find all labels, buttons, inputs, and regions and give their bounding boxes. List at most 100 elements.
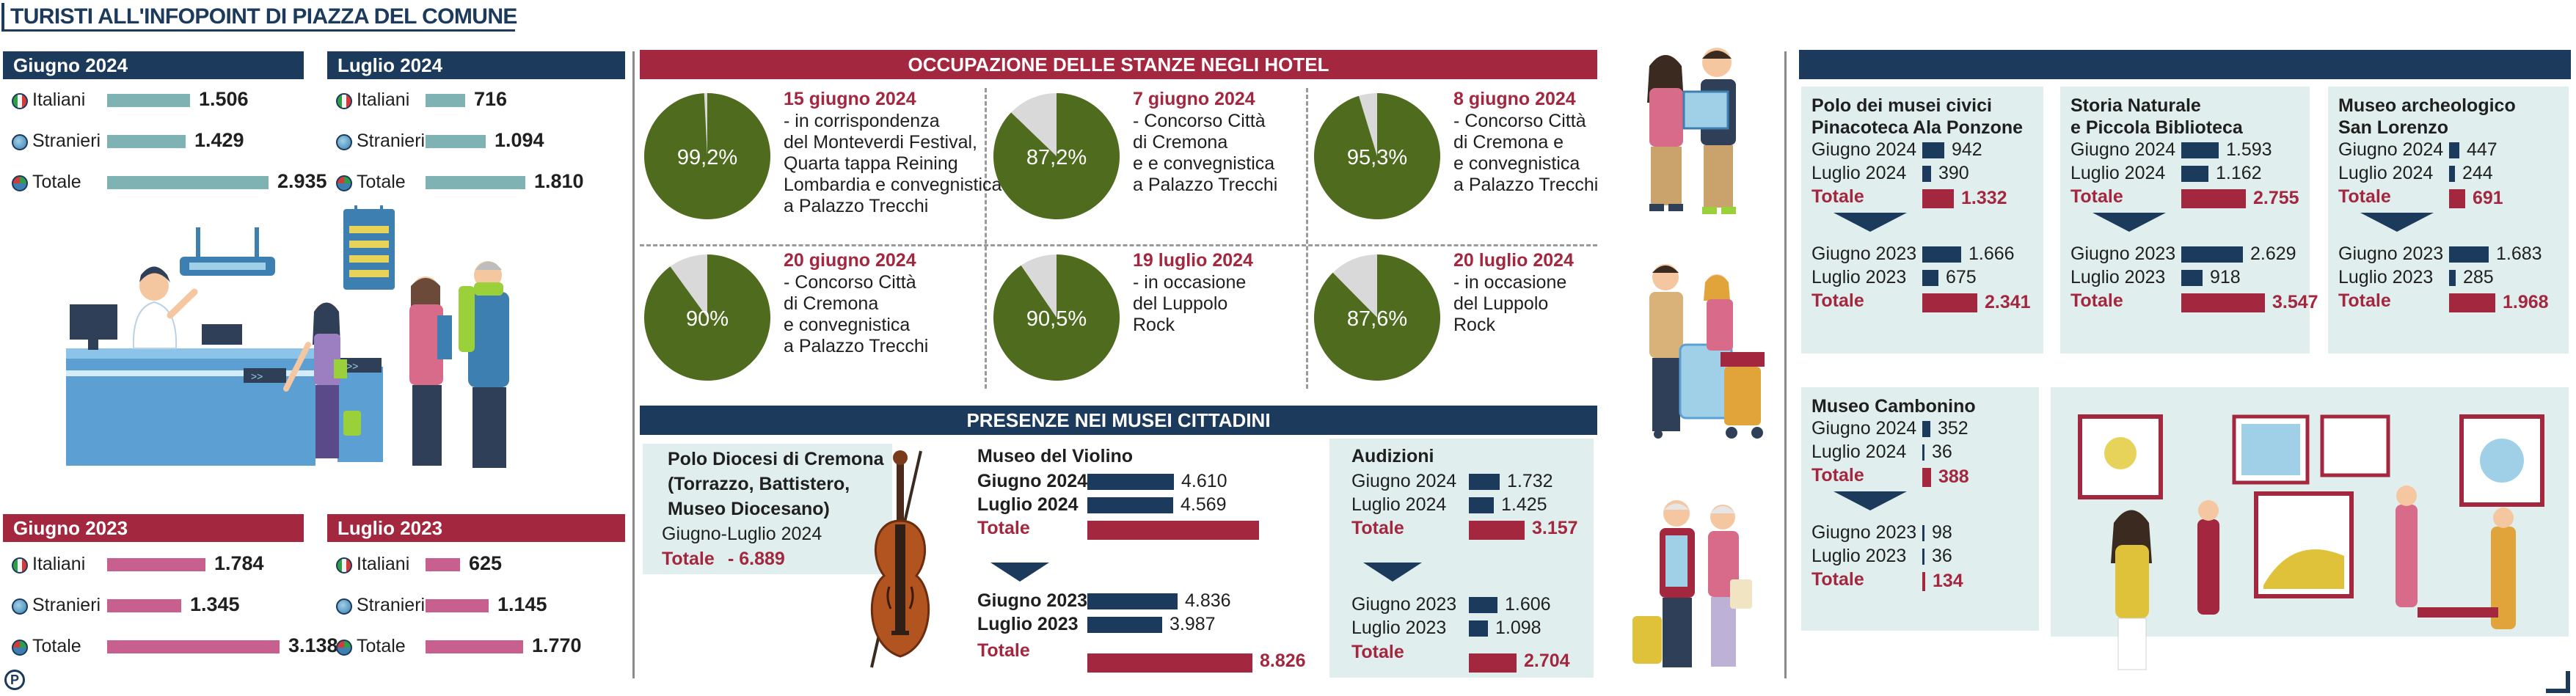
total-label: Totale: [977, 640, 1030, 661]
bar: [1922, 142, 1944, 158]
hotel-note: del Luppolo: [1133, 293, 1228, 314]
total-value: 9.179: [1200, 518, 1247, 538]
period-label: Luglio 2024: [977, 494, 1079, 515]
total-value: 8.826: [1260, 651, 1306, 671]
hotel-note: Rock: [1453, 315, 1495, 335]
bar-value: 675: [1946, 267, 1977, 287]
bar: [1922, 421, 1930, 437]
bar-value: 4.569: [1181, 494, 1227, 515]
total-label: Totale: [1811, 569, 1864, 590]
pie-slice-occupied: [644, 93, 770, 219]
row-label: Stranieri: [357, 595, 426, 615]
bar: [107, 640, 280, 653]
hotel-note: a Palazzo Trecchi: [1453, 175, 1599, 195]
total-bar: [1922, 468, 1931, 487]
museum-name: e Piccola Biblioteca: [2070, 117, 2243, 138]
row-value: 716: [474, 88, 508, 110]
hotel-date: 8 giugno 2024: [1453, 89, 1576, 109]
pie-percent-label: 95,3%: [1346, 146, 1408, 169]
period-label: Giugno 2024: [977, 471, 1088, 491]
bar-value: 1.732: [1507, 471, 1553, 491]
bar-value: 1.683: [2496, 243, 2542, 264]
bar: [1922, 166, 1931, 182]
down-arrow-icon: [2092, 213, 2166, 232]
period-label: Luglio 2023: [2338, 267, 2434, 287]
diocesi-name-3: Museo Diocesano): [668, 499, 830, 519]
total-value: 388: [1938, 466, 1969, 487]
hotel-row-divider: [640, 244, 1597, 246]
diocesi-name-1: Polo Diocesi di Cremona: [668, 449, 884, 469]
musei-section-title: PRESENZE NEI MUSEI CITTADINI: [640, 406, 1597, 435]
flag-icon: [336, 175, 352, 191]
row-value: 1.345: [190, 593, 240, 615]
museum-name: Museo archeologico: [2338, 95, 2516, 116]
total-value: 691: [2473, 188, 2503, 208]
hotel-date: 20 giugno 2024: [784, 250, 916, 271]
row-label: Stranieri: [357, 131, 426, 151]
pie-slice-occupied: [644, 254, 770, 381]
bar-value: 352: [1938, 418, 1969, 439]
hotel-note: del Monteverdi Festival,: [784, 132, 978, 153]
period-label: Luglio 2023: [977, 614, 1079, 634]
row-label: Totale: [32, 172, 81, 192]
museum-name: Pinacoteca Ala Ponzone: [1811, 117, 2024, 138]
flag-icon: [12, 93, 28, 109]
row-value: 1.429: [194, 129, 244, 151]
bar: [1922, 525, 1924, 541]
bar-value: 36: [1932, 546, 1952, 566]
bar: [2181, 166, 2208, 182]
pie-slice-occupied: [1314, 254, 1440, 381]
total-value: 2.341: [1985, 292, 2031, 312]
period-label: Giugno 2023: [1811, 243, 1917, 264]
bar: [1469, 597, 1497, 613]
hotel-note: a Palazzo Trecchi: [1133, 175, 1278, 195]
bar: [2449, 270, 2456, 286]
total-bar: [1922, 572, 1925, 591]
museum-name: Storia Naturale: [2070, 95, 2201, 116]
pie-chart: [644, 254, 770, 381]
row-value: 1.784: [214, 552, 264, 574]
bar: [426, 640, 523, 653]
pie-slice-occupied: [993, 93, 1120, 219]
hotel-note: di Cremona: [784, 293, 879, 314]
hotel-note: e e convegnistica: [1133, 153, 1275, 174]
bar: [107, 558, 205, 571]
bar-value: 447: [2467, 139, 2497, 160]
flag-icon: [12, 134, 28, 150]
bar-value: 98: [1932, 522, 1952, 543]
down-arrow-icon: [990, 563, 1049, 582]
logo-letter: P: [10, 673, 19, 687]
bar-value: 1.162: [2216, 163, 2262, 183]
total-label: Totale: [1811, 465, 1864, 486]
pie-percent-label: 99,2%: [676, 146, 738, 169]
bar-value: 4.610: [1181, 471, 1227, 491]
row-label: Stranieri: [32, 595, 101, 615]
travelers-luggage-illustration: [1649, 264, 1765, 439]
row-value: 2.935: [277, 170, 327, 192]
museum-name: San Lorenzo: [2338, 117, 2449, 138]
row-value: 1.810: [534, 170, 584, 192]
museum-name: Polo dei musei civici: [1811, 95, 1992, 116]
bar: [107, 94, 190, 107]
art-gallery-illustration: [2051, 414, 2569, 677]
bar-value: 918: [2210, 267, 2241, 287]
bar-value: 3.987: [1170, 614, 1216, 634]
total-label: Totale: [2070, 290, 2123, 311]
title-bracket: [1, 3, 4, 29]
hotel-col-divider-2: [1306, 88, 1308, 389]
total-label: Totale: [1351, 642, 1404, 662]
total-value: 2.704: [1524, 651, 1570, 671]
bar: [426, 558, 460, 571]
row-label: Italiani: [32, 554, 86, 574]
total-bar: [1087, 521, 1259, 540]
header-giugno-2023: Giugno 2023: [3, 514, 304, 542]
period-label: Luglio 2024: [2070, 163, 2166, 183]
hotel-note: di Cremona e: [1453, 132, 1564, 153]
diocesi-name-2: (Torrazzo, Battistero,: [668, 474, 850, 494]
bar: [1469, 474, 1500, 490]
corner-bracket-foot: [2546, 689, 2570, 693]
period-label: Luglio 2023: [1811, 546, 1907, 566]
flag-icon: [336, 640, 352, 656]
total-value: 1.968: [2503, 292, 2549, 312]
bar: [107, 135, 186, 148]
